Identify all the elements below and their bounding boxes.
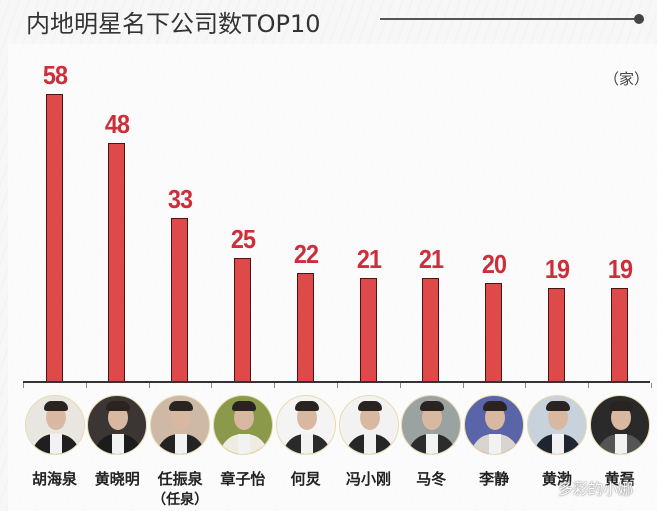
avatar-hair-shape (357, 401, 382, 411)
avatar-face-shape (45, 405, 66, 430)
x-axis-tick (23, 383, 24, 388)
bar (422, 277, 440, 383)
bar-value-label: 22 (293, 238, 319, 269)
avatar-hair-shape (608, 401, 633, 411)
avatar-hair-shape (420, 401, 445, 411)
unit-label: （家） (604, 70, 650, 88)
x-axis-line (23, 381, 650, 383)
bar (296, 272, 314, 383)
avatar-face-shape (359, 405, 380, 430)
avatar-face-shape (485, 405, 506, 430)
avatar-shirt-shape (175, 434, 188, 454)
avatar-face-shape (610, 405, 631, 430)
bar-value-label: 19 (607, 253, 633, 284)
title-divider-line (380, 18, 636, 20)
avatar-face-shape (108, 405, 129, 430)
celebrity-name: 章子怡 (220, 470, 266, 488)
celebrity-avatar (212, 395, 273, 455)
x-axis-tick (399, 383, 401, 388)
bar-value-label: 33 (167, 183, 193, 214)
avatar-shirt-shape (363, 434, 376, 454)
celebrity-alias: （任泉） (152, 492, 209, 508)
avatar-shirt-shape (49, 434, 62, 454)
avatar-hair-shape (231, 401, 256, 411)
x-axis-tick (274, 383, 276, 388)
celebrity-avatar (275, 395, 336, 455)
celebrity-avatar (87, 395, 148, 455)
avatar-face-shape (233, 405, 254, 430)
x-axis-tick (148, 383, 150, 388)
celebrity-avatar (526, 395, 587, 455)
avatar-hair-shape (169, 401, 194, 411)
bar (547, 287, 565, 383)
celebrity-name: 胡海泉 (31, 470, 77, 488)
x-axis-tick (651, 383, 652, 388)
avatar-hair-shape (545, 401, 570, 411)
chart-header: 内地明星名下公司数TOP10 (0, 0, 657, 40)
bar-value-label: 20 (481, 248, 507, 279)
bar (108, 143, 126, 383)
celebrity-avatar (24, 395, 85, 455)
avatar-face-shape (296, 405, 317, 430)
x-axis-tick (211, 383, 213, 388)
bar (610, 287, 628, 383)
x-axis-tick (337, 383, 338, 388)
celebrity-name: 黄渤 (541, 470, 572, 488)
title-divider-dot (634, 14, 644, 24)
avatar-hair-shape (106, 401, 131, 411)
bar-value-label: 58 (42, 59, 67, 90)
celebrity-name: 何炅 (290, 470, 321, 488)
celebrity-name: 任振泉 (157, 470, 203, 488)
avatar-shirt-shape (300, 434, 313, 454)
avatar-hair-shape (294, 401, 319, 411)
avatar-shirt-shape (426, 434, 439, 454)
avatar-shirt-shape (551, 434, 564, 454)
chart-title: 内地明星名下公司数TOP10 (26, 10, 321, 38)
bar-value-label: 25 (230, 223, 256, 254)
celebrity-name: 李静 (479, 470, 510, 488)
avatar-hair-shape (43, 401, 68, 411)
bar-value-label: 21 (419, 243, 444, 274)
bar-value-label: 21 (356, 243, 381, 274)
x-axis-tick (85, 383, 87, 388)
celebrity-avatar (338, 395, 399, 455)
celebrity-name: 黄晓明 (94, 470, 140, 488)
bar (485, 282, 503, 383)
x-axis-tick (462, 383, 464, 388)
avatar-shirt-shape (489, 434, 502, 454)
x-axis-tick (525, 383, 527, 388)
celebrity-name: 黄磊 (604, 470, 635, 488)
celebrity-avatar (464, 395, 525, 455)
avatar-face-shape (547, 405, 568, 430)
avatar-shirt-shape (614, 434, 627, 454)
x-axis-tick (588, 383, 590, 388)
bar (359, 277, 377, 383)
bar-value-label: 48 (105, 109, 130, 140)
celebrity-name: 冯小刚 (345, 470, 391, 488)
bar (171, 217, 189, 383)
bar (233, 257, 251, 383)
avatar-shirt-shape (237, 434, 250, 454)
bar-value-label: 19 (544, 253, 570, 284)
avatar-hair-shape (483, 401, 508, 411)
celebrity-avatar (150, 395, 211, 455)
avatar-face-shape (171, 405, 192, 430)
avatar-shirt-shape (112, 434, 125, 454)
avatar-face-shape (422, 405, 443, 430)
celebrity-avatar (589, 395, 650, 455)
watermark: 多彩的小娜 (558, 480, 634, 498)
celebrity-avatar (401, 395, 462, 455)
bar (45, 93, 63, 383)
celebrity-name: 马冬 (416, 470, 447, 488)
